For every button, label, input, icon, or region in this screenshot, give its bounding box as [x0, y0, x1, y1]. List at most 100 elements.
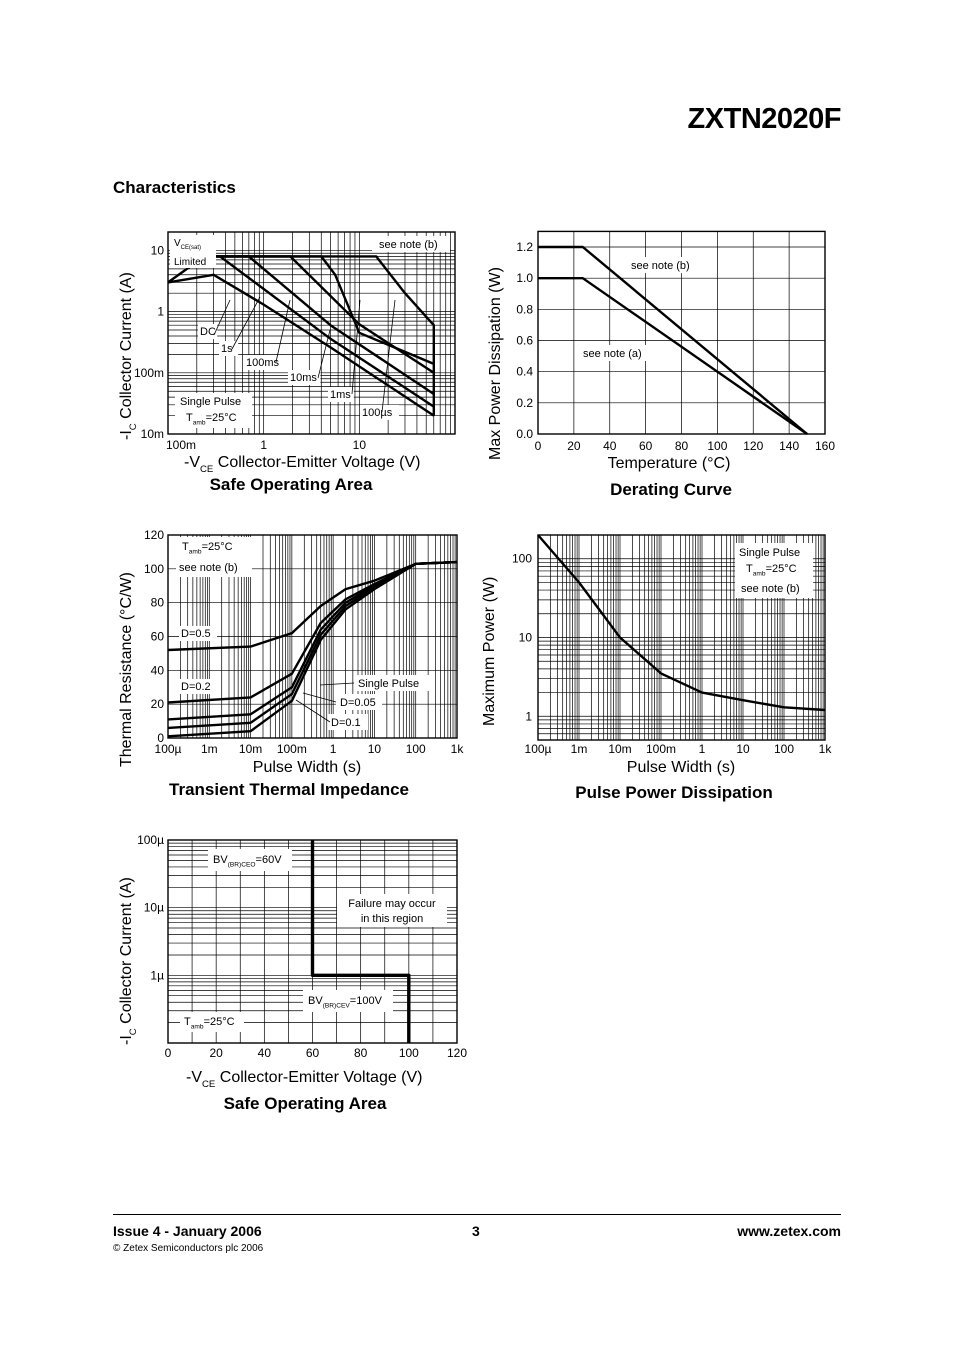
- x-tick-label: 1: [260, 438, 267, 452]
- annotation-tamb: Tamb=25°C: [186, 412, 237, 426]
- y-tick-label: 60: [151, 630, 165, 644]
- y-tick-label: 100: [512, 552, 532, 566]
- chart-soa-1: VCE(sat) Limited see note (b) Single Pulse T…: [118, 231, 456, 494]
- x-tick-label: 20: [209, 1046, 223, 1060]
- label-box: [175, 393, 252, 428]
- leader-line: [302, 692, 337, 703]
- x-tick-label: 1: [330, 742, 337, 756]
- label-box: [176, 537, 252, 577]
- x-tick-label: 10: [736, 742, 750, 756]
- chart-pulse-power: Single Pulse Tamb=25°C see note (b) 100µ 1m 1…: [481, 534, 833, 802]
- label-box: [170, 235, 216, 268]
- label-box: [580, 345, 654, 361]
- x-tick-label: 100: [774, 742, 794, 756]
- annotation-single-pulse: Single Pulse: [180, 396, 241, 408]
- label-box: [208, 849, 292, 871]
- y-tick-label: 100: [144, 562, 164, 576]
- x-tick-label: 60: [306, 1046, 320, 1060]
- series-label-d01: D=0.1: [331, 717, 361, 729]
- x-tick-label: 1k: [451, 742, 465, 756]
- leader-line: [275, 299, 291, 363]
- y-axis-label: -IC Collector Current (A): [118, 877, 139, 1045]
- x-tick-label: 60: [639, 439, 653, 453]
- y-tick-label: 10: [151, 243, 165, 257]
- x-tick-label: 120: [743, 439, 763, 453]
- x-tick-label: 100: [406, 742, 426, 756]
- footer-divider: [113, 1214, 841, 1215]
- annotation-limited: Limited: [174, 257, 206, 268]
- thermal-curve-4: [167, 560, 458, 738]
- x-axis-label: -VCE Collector-Emitter Voltage (V): [186, 1069, 423, 1090]
- y-tick-label: 0.8: [516, 302, 533, 316]
- y-tick-label: 100µ: [137, 833, 164, 847]
- footer-issue: Issue 4 - January 2006: [113, 1223, 262, 1239]
- x-tick-label: 20: [567, 439, 581, 453]
- y-tick-label: 1.0: [516, 271, 533, 285]
- x-tick-label: 120: [447, 1046, 467, 1060]
- y-axis-label: -IC Collector Current (A): [118, 272, 139, 440]
- x-tick-label: 1k: [819, 742, 833, 756]
- plot-frame: [537, 230, 826, 435]
- leader-line: [319, 682, 355, 686]
- y-tick-label: 80: [151, 596, 165, 610]
- series-label-note-b: see note (b): [631, 260, 690, 272]
- leader-line: [351, 299, 361, 395]
- annotation-failure: Failure may occur: [348, 898, 436, 910]
- label-box: [244, 355, 283, 370]
- x-tick-label: 1m: [571, 742, 588, 756]
- y-tick-label: 1.2: [516, 240, 533, 254]
- y-tick-label: 40: [151, 663, 165, 677]
- label-box: [337, 894, 447, 927]
- label-box: [336, 694, 382, 710]
- y-tick-label: 0.0: [516, 427, 533, 441]
- x-tick-label: 100: [399, 1046, 419, 1060]
- series-label-d05: D=0.5: [181, 628, 211, 640]
- x-tick-label: 0: [165, 1046, 172, 1060]
- x-tick-label: 100µ: [155, 742, 182, 756]
- leader-line: [381, 299, 396, 413]
- x-axis-label: Pulse Width (s): [253, 759, 361, 776]
- x-tick-label: 0: [535, 439, 542, 453]
- chart-soa-2: BV(BR)CEO=60V Failure may occur in this re…: [118, 833, 467, 1113]
- x-tick-label: 10m: [608, 742, 631, 756]
- annotation-tamb: Tamb=25°C: [746, 563, 797, 577]
- x-tick-label: 100µ: [525, 742, 552, 756]
- x-tick-label: 100m: [166, 438, 196, 452]
- series-label-single: Single Pulse: [358, 678, 419, 690]
- y-tick-label: 120: [144, 528, 164, 542]
- footer-copyright: © Zetex Semiconductors plc 2006: [113, 1243, 264, 1254]
- y-tick-label: 0.6: [516, 334, 533, 348]
- y-axis-label: Max Power Dissipation (W): [487, 267, 504, 460]
- chart-title: Safe Operating Area: [210, 475, 373, 494]
- x-axis-label: Temperature (°C): [608, 455, 731, 472]
- label-box: [628, 257, 700, 273]
- annotation-bvcev: BV(BR)CEV=100V: [308, 995, 383, 1009]
- plot-frame: [537, 534, 826, 741]
- y-tick-label: 20: [151, 697, 165, 711]
- chart-title: Pulse Power Dissipation: [575, 783, 772, 802]
- y-tick-label: 10µ: [144, 901, 164, 915]
- y-tick-label: 1µ: [150, 968, 164, 982]
- leader-line: [317, 329, 331, 379]
- label-box: [288, 370, 321, 385]
- label-box: [219, 341, 239, 356]
- series-label-1: 1s: [221, 343, 233, 355]
- annotation-note-b: see note (b): [741, 583, 800, 595]
- y-tick-label: 10m: [141, 427, 164, 441]
- label-box: [372, 236, 450, 252]
- leader-line: [231, 296, 261, 350]
- pulse-power-curve: [537, 534, 826, 712]
- x-tick-label: 100m: [646, 742, 676, 756]
- label-box: [303, 990, 393, 1012]
- label-box: [360, 405, 399, 420]
- x-tick-label: 80: [354, 1046, 368, 1060]
- y-tick-label: 0.4: [516, 365, 533, 379]
- plot-frame: [167, 231, 456, 435]
- series-label-d005: D=0.05: [340, 697, 376, 709]
- annotation-vcesat: VCE(sat): [174, 238, 201, 251]
- series-label-5: 100µs: [362, 407, 393, 419]
- x-tick-label: 80: [675, 439, 689, 453]
- x-tick-label: 100m: [277, 742, 307, 756]
- derating-curve-0: [538, 245, 808, 435]
